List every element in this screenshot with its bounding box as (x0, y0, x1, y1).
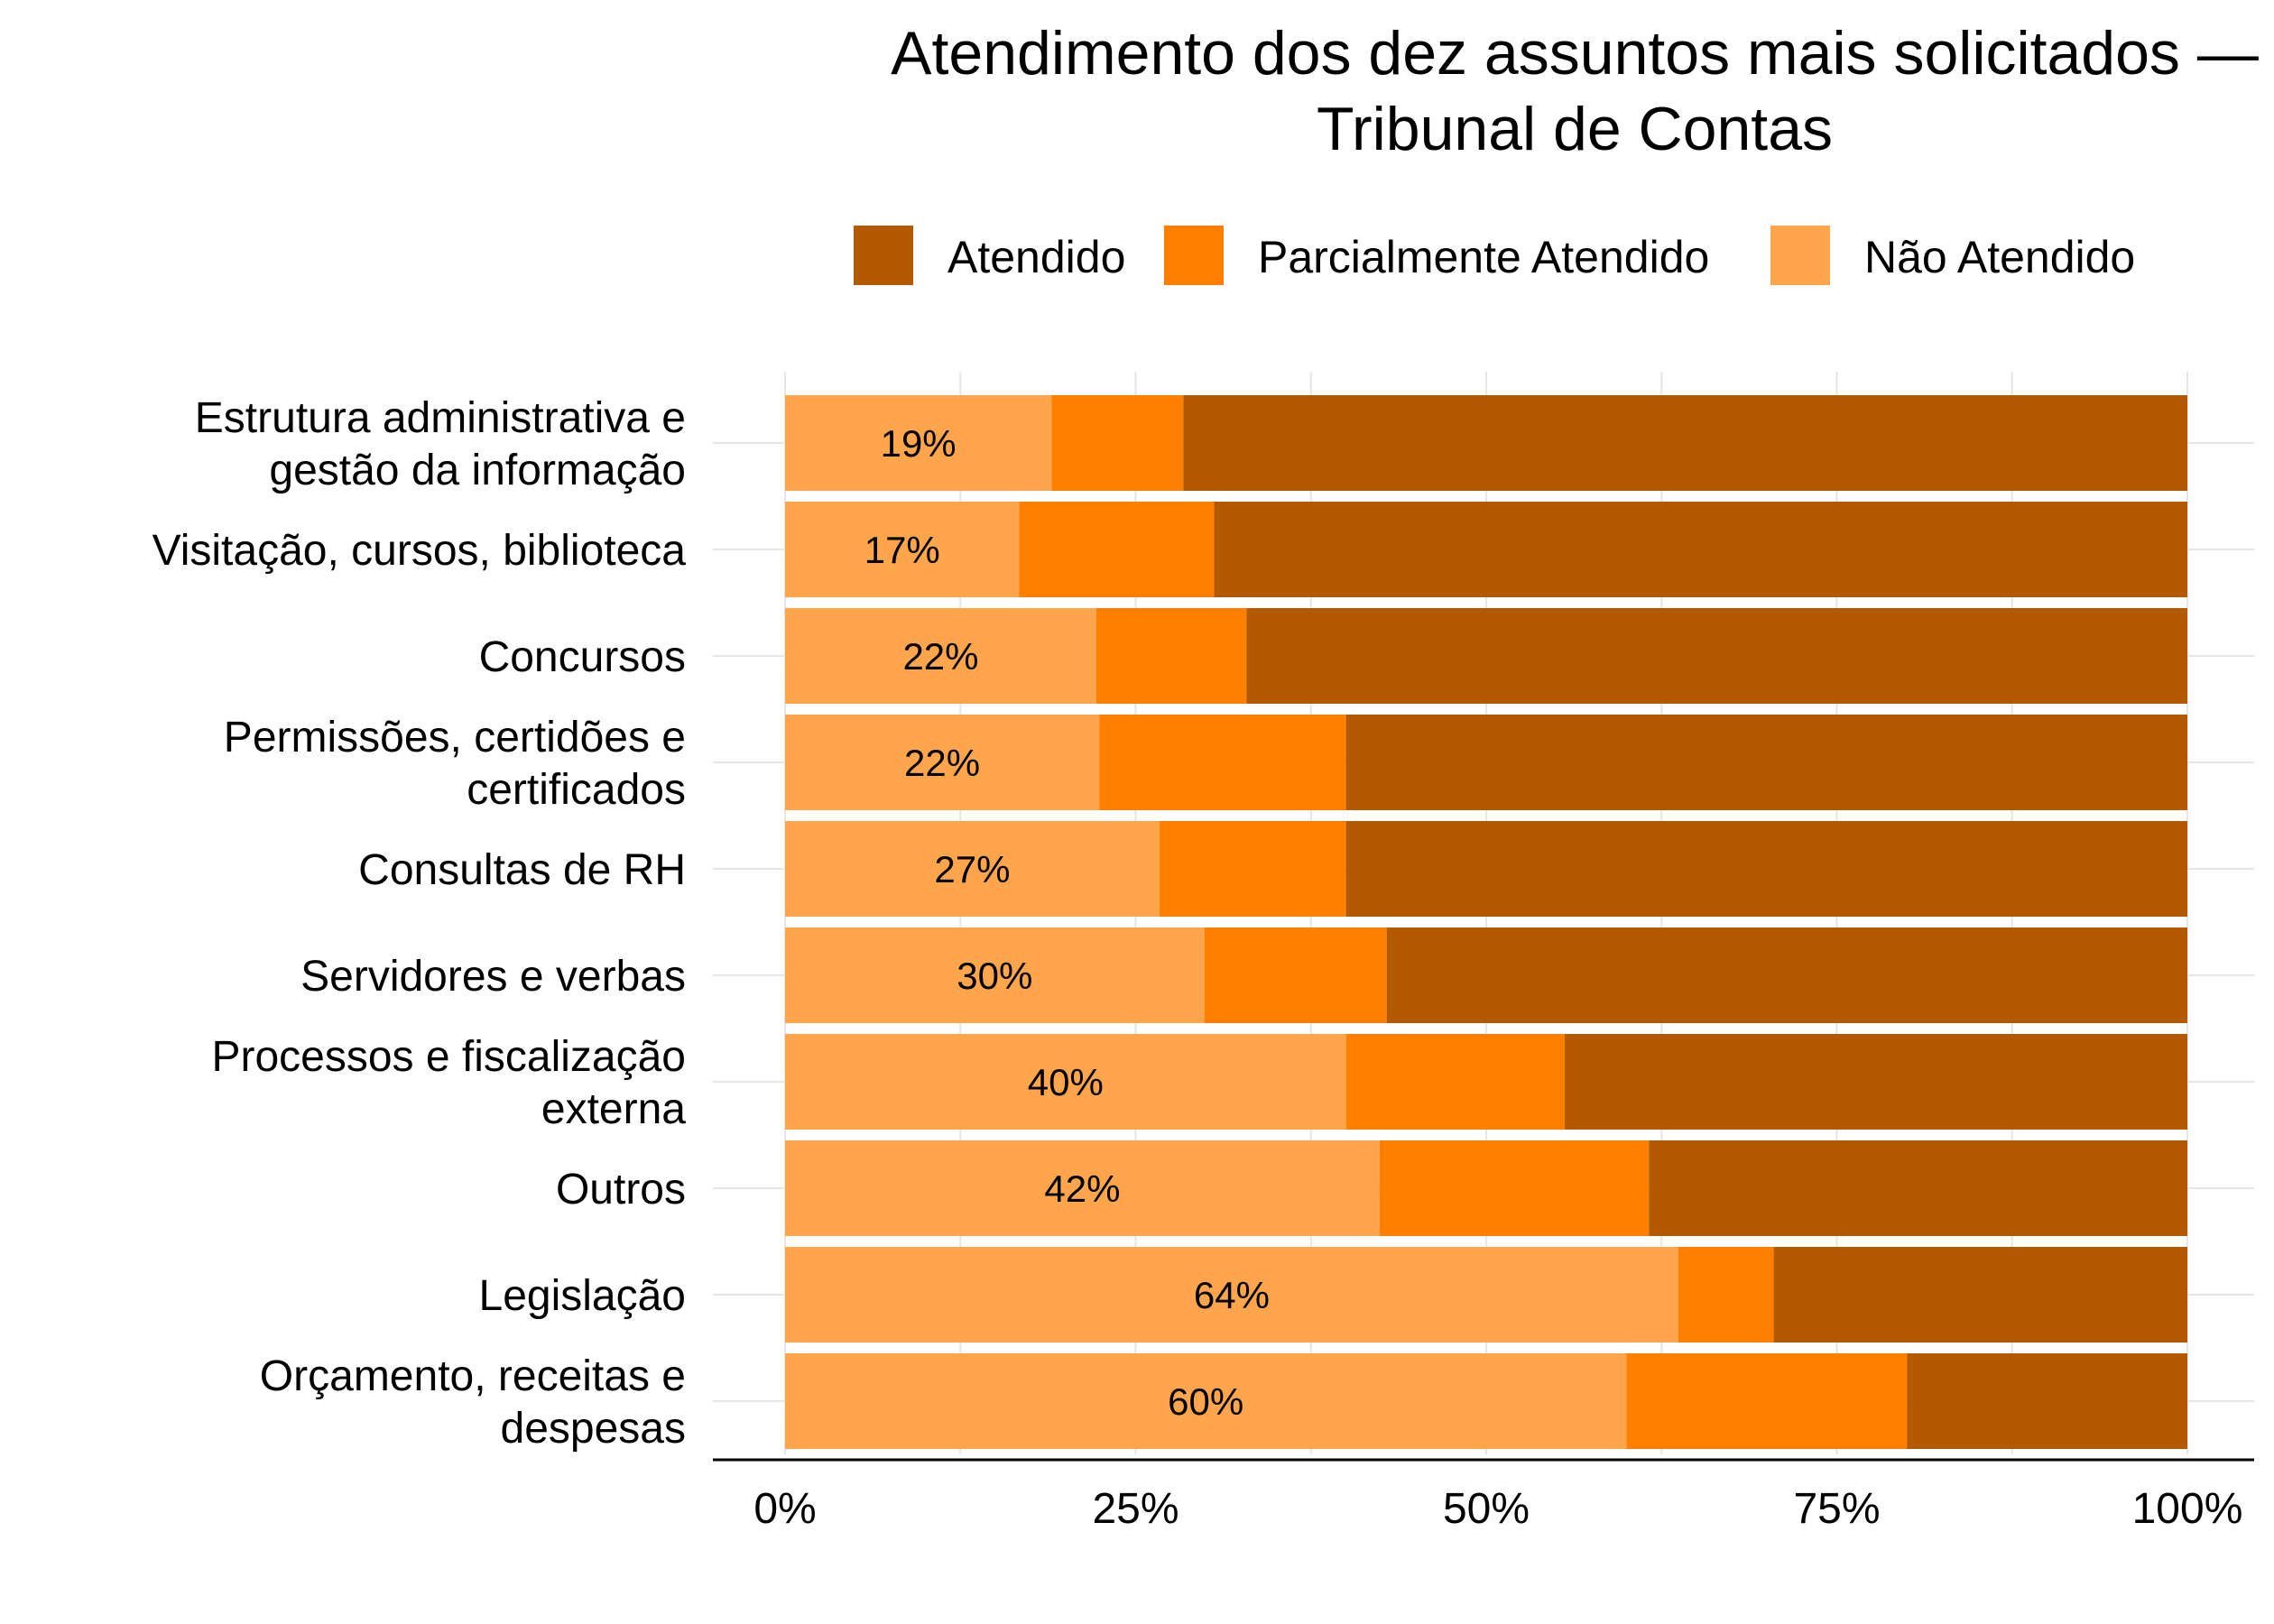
x-tick-label: 50% (1443, 1485, 1530, 1533)
x-axis-ticks: 0% 25% 50% 75% 100% (753, 1485, 2242, 1533)
category-label: Processos e fiscalização (211, 1033, 686, 1081)
x-tick-label: 25% (1092, 1485, 1179, 1533)
bar-atendido-1 (1214, 502, 2187, 597)
x-tick-label: 100% (2132, 1485, 2243, 1533)
category-label: externa (541, 1085, 686, 1133)
bar-parcialmente-atendido-0 (1051, 395, 1184, 491)
bar-nao-atendido-1 (785, 502, 1020, 597)
chart-title-line-1: Atendimento dos dez assuntos mais solici… (891, 19, 2259, 88)
legend-label-parcialmente-atendido: Parcialmente Atendido (1258, 232, 1709, 282)
legend-label-atendido: Atendido (948, 232, 1125, 282)
bar-parcialmente-atendido-4 (1159, 821, 1346, 917)
bar-nao-atendido-4 (785, 821, 1160, 917)
bar-parcialmente-atendido-2 (1095, 608, 1247, 704)
bar-parcialmente-atendido-6 (1345, 1034, 1566, 1130)
chart-title-line-2: Tribunal de Contas (1317, 95, 1833, 163)
bar-parcialmente-atendido-7 (1379, 1140, 1650, 1236)
category-labels: Estrutura administrativa e gestão da info… (153, 394, 687, 1453)
bar-atendido-3 (1345, 715, 2187, 810)
bar-nao-atendido-8 (785, 1247, 1678, 1343)
legend: Atendido Parcialmente Atendido Não Atend… (854, 226, 2135, 285)
category-label: Servidores e verbas (300, 953, 686, 1001)
bar-nao-atendido-2 (785, 608, 1096, 704)
bar-atendido-8 (1773, 1247, 2187, 1343)
x-tick-label: 75% (1793, 1485, 1880, 1533)
x-tick-label: 0% (753, 1485, 816, 1533)
data-label: 60% (1168, 1380, 1243, 1423)
category-label: Concursos (479, 633, 686, 681)
bars (785, 395, 2187, 1449)
bar-parcialmente-atendido-1 (1019, 502, 1215, 597)
category-label: Visitação, cursos, biblioteca (153, 527, 687, 575)
bar-atendido-9 (1907, 1353, 2187, 1449)
category-label: certificados (467, 766, 686, 814)
bar-nao-atendido-3 (785, 715, 1100, 810)
bar-atendido-4 (1345, 821, 2187, 917)
data-label: 19% (881, 422, 957, 465)
data-label: 42% (1044, 1167, 1120, 1210)
bar-nao-atendido-6 (785, 1034, 1346, 1130)
category-label: Estrutura administrativa e (195, 394, 686, 442)
bar-nao-atendido-0 (785, 395, 1052, 491)
data-label: 40% (1028, 1061, 1104, 1103)
category-label: gestão da informação (269, 447, 686, 494)
category-label: despesas (501, 1405, 686, 1453)
data-label: 22% (904, 742, 980, 784)
data-labels: 19% 17% 22% 22% 27% 30% 40% 42% 64% 60% (864, 422, 1270, 1423)
bar-parcialmente-atendido-8 (1678, 1247, 1774, 1343)
data-label: 64% (1194, 1274, 1270, 1316)
data-label: 22% (902, 635, 978, 678)
bar-atendido-5 (1386, 927, 2187, 1023)
category-label: Outros (556, 1166, 686, 1213)
bar-atendido-2 (1246, 608, 2187, 704)
bar-atendido-6 (1565, 1034, 2187, 1130)
data-label: 30% (957, 955, 1032, 997)
bar-atendido-0 (1183, 395, 2187, 491)
category-label: Legislação (479, 1272, 687, 1320)
bar-nao-atendido-7 (785, 1140, 1380, 1236)
legend-swatch-parcialmente-atendido (1164, 226, 1224, 285)
legend-label-nao-atendido: Não Atendido (1864, 232, 2135, 282)
legend-swatch-atendido (854, 226, 913, 285)
data-label: 17% (864, 529, 940, 571)
bar-parcialmente-atendido-3 (1099, 715, 1346, 810)
bar-parcialmente-atendido-5 (1204, 927, 1387, 1023)
bar-nao-atendido-9 (785, 1353, 1627, 1449)
category-label: Permissões, certidões e (224, 714, 686, 761)
legend-swatch-nao-atendido (1770, 226, 1830, 285)
category-label: Consultas de RH (358, 846, 686, 894)
data-label: 27% (934, 848, 1010, 890)
bar-atendido-7 (1649, 1140, 2187, 1236)
category-label: Orçamento, receitas e (260, 1352, 686, 1400)
bar-nao-atendido-5 (785, 927, 1205, 1023)
bar-parcialmente-atendido-9 (1626, 1353, 1908, 1449)
